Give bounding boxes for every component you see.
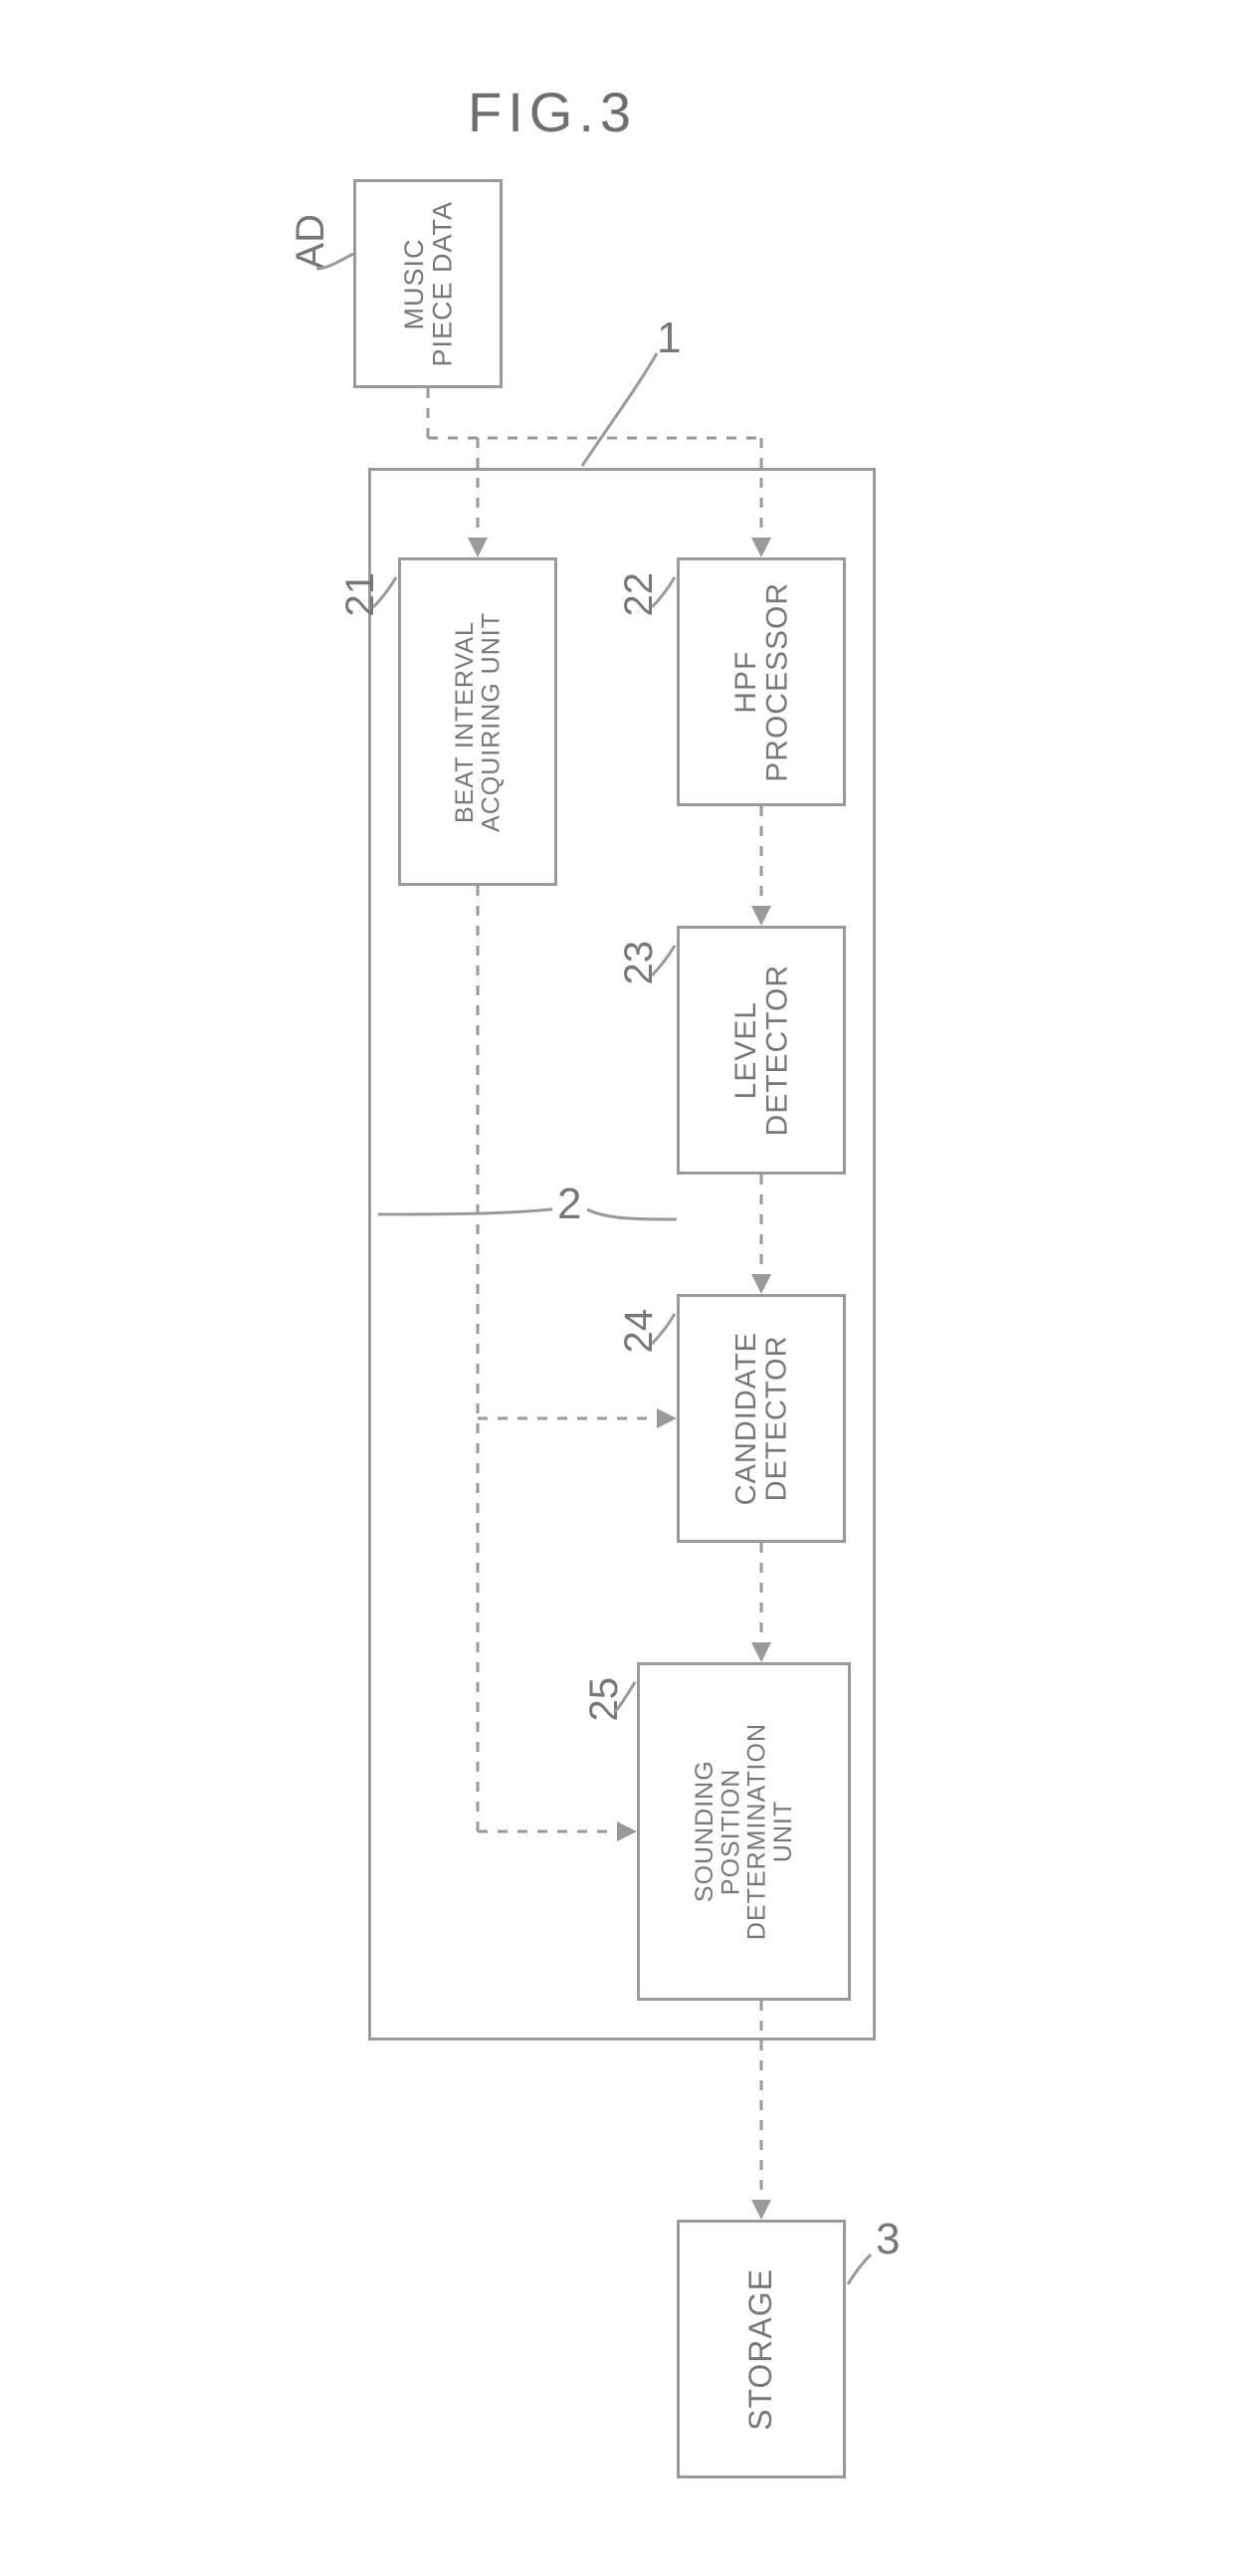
figure-title: FIG.3 [468, 80, 637, 144]
candidate-detector-label: CANDIDATE DETECTOR [731, 1332, 792, 1505]
ref-25: 25 [582, 1677, 627, 1722]
ref-23: 23 [617, 941, 662, 985]
hpf-processor-block: HPF PROCESSOR [677, 557, 846, 806]
candidate-detector-block: CANDIDATE DETECTOR [677, 1294, 846, 1543]
sounding-position-determination-unit-label: SOUNDING POSITION DETERMINATION UNIT [692, 1723, 796, 1940]
ref-storage-3: 3 [876, 2215, 900, 2264]
hpf-processor-label: HPF PROCESSOR [730, 582, 793, 782]
figure-canvas: FIG.3 MUSIC PIECE DATA BEAT INTERVAL ACQ… [0, 0, 1234, 2576]
ref-24: 24 [617, 1309, 662, 1354]
music-piece-data-block: MUSIC PIECE DATA [353, 179, 503, 388]
storage-label: STORAGE [744, 2268, 778, 2431]
sounding-position-determination-unit-block: SOUNDING POSITION DETERMINATION UNIT [637, 1662, 851, 2001]
ref-system-1: 1 [657, 314, 681, 363]
storage-block: STORAGE [677, 2220, 846, 2478]
beat-interval-acquiring-unit-block: BEAT INTERVAL ACQUIRING UNIT [398, 557, 557, 886]
ref-22: 22 [617, 572, 662, 617]
ref-ad: AD [289, 214, 333, 270]
level-detector-label: LEVEL DETECTOR [730, 965, 793, 1136]
ref-container-2: 2 [557, 1180, 581, 1229]
beat-interval-acquiring-unit-label: BEAT INTERVAL ACQUIRING UNIT [452, 612, 505, 832]
music-piece-data-label: MUSIC PIECE DATA [400, 201, 457, 367]
level-detector-block: LEVEL DETECTOR [677, 926, 846, 1175]
ref-21: 21 [338, 572, 383, 617]
